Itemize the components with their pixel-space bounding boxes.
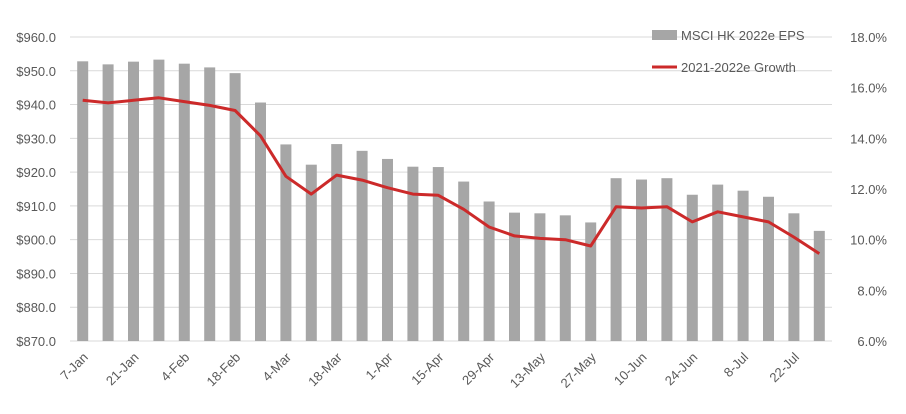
x-axis-tick-label: 24-Jun: [662, 350, 701, 389]
left-axis-tick-label: $930.0: [16, 131, 56, 146]
x-axis-tick-label: 8-Jul: [721, 349, 752, 380]
x-axis-ticks: 7-Jan 21-Jan 4-Feb 18-Feb 4-Mar 18-Mar 1-Apr 15…: [57, 349, 802, 391]
left-axis-tick-label: $940.0: [16, 98, 56, 113]
eps-bar: [483, 201, 495, 341]
eps-bar: [610, 178, 622, 341]
eps-bar: [178, 63, 190, 341]
eps-bar: [661, 178, 673, 341]
legend-bar-label: MSCI HK 2022e EPS: [681, 28, 805, 43]
eps-bar: [813, 230, 825, 341]
left-axis-tick-label: $900.0: [16, 233, 56, 248]
eps-bar: [305, 164, 317, 341]
eps-bar: [712, 184, 724, 341]
left-axis-ticks: $870.0 $880.0 $890.0 $900.0 $910.0 $920.0 $930…: [16, 30, 56, 349]
eps-bar: [509, 212, 520, 341]
x-axis-tick-label: 18-Feb: [203, 350, 243, 390]
eps-bar: [585, 222, 597, 341]
x-axis-tick-label: 22-Jul: [766, 349, 802, 385]
right-axis-tick-label: 18.0%: [850, 30, 887, 45]
eps-bar: [432, 167, 444, 341]
x-axis-tick-label: 13-May: [507, 349, 549, 391]
eps-bar: [382, 158, 393, 341]
left-axis-tick-label: $870.0: [16, 334, 56, 349]
right-axis-tick-label: 16.0%: [850, 81, 887, 96]
right-axis-tick-label: 12.0%: [850, 182, 887, 197]
x-axis-tick-label: 27-May: [558, 349, 600, 391]
x-axis-tick-label: 15-Apr: [408, 349, 447, 388]
x-axis-tick-label: 4-Feb: [158, 350, 193, 385]
right-axis-tick-label: 10.0%: [850, 233, 887, 248]
gridlines: [70, 36, 832, 342]
left-axis-tick-label: $890.0: [16, 266, 56, 281]
line-series: [82, 96, 821, 255]
right-axis-tick-label: 6.0%: [857, 334, 887, 349]
eps-bar: [128, 61, 139, 341]
x-axis-tick-label: 10-Jun: [611, 350, 650, 389]
eps-bar: [77, 61, 89, 341]
eps-bar: [763, 196, 774, 341]
left-axis-tick-label: $920.0: [16, 165, 56, 180]
x-axis-tick-label: 21-Jan: [103, 350, 142, 389]
left-axis-tick-label: $880.0: [16, 300, 56, 315]
x-axis-tick-label: 4-Mar: [259, 349, 294, 384]
eps-bar: [686, 194, 698, 341]
legend-bar-swatch: [652, 30, 677, 40]
eps-bar: [788, 213, 800, 341]
left-axis-tick-label: $960.0: [16, 30, 56, 45]
eps-bar: [280, 144, 292, 341]
x-axis-tick-label: 18-Mar: [305, 349, 345, 389]
legend: MSCI HK 2022e EPS 2021-2022e Growth: [652, 28, 805, 75]
legend-line-label: 2021-2022e Growth: [681, 60, 796, 75]
growth-line: [82, 96, 821, 255]
eps-bar: [636, 179, 647, 341]
x-axis-tick-label: 1-Apr: [363, 349, 397, 383]
right-axis-tick-label: 14.0%: [850, 131, 887, 146]
eps-bar: [204, 67, 216, 342]
eps-bar: [559, 215, 571, 341]
eps-bar: [534, 213, 546, 341]
bar-series: [77, 59, 825, 342]
left-axis-tick-label: $950.0: [16, 64, 56, 79]
x-axis-tick-label: 29-Apr: [459, 349, 498, 388]
eps-bar: [407, 166, 419, 341]
eps-bar: [153, 59, 165, 342]
left-axis-tick-label: $910.0: [16, 199, 56, 214]
eps-bar: [458, 181, 470, 341]
eps-bar: [737, 190, 749, 341]
eps-bar: [356, 150, 368, 341]
x-axis-tick-label: 7-Jan: [57, 350, 91, 384]
eps-bar: [331, 144, 343, 341]
eps-bar: [102, 64, 114, 342]
right-axis-tick-label: 8.0%: [857, 283, 887, 298]
eps-bar: [255, 102, 266, 341]
eps-bar: [229, 73, 241, 342]
right-axis-ticks: 6.0% 8.0% 10.0% 12.0% 14.0% 16.0% 18.0%: [850, 30, 887, 349]
